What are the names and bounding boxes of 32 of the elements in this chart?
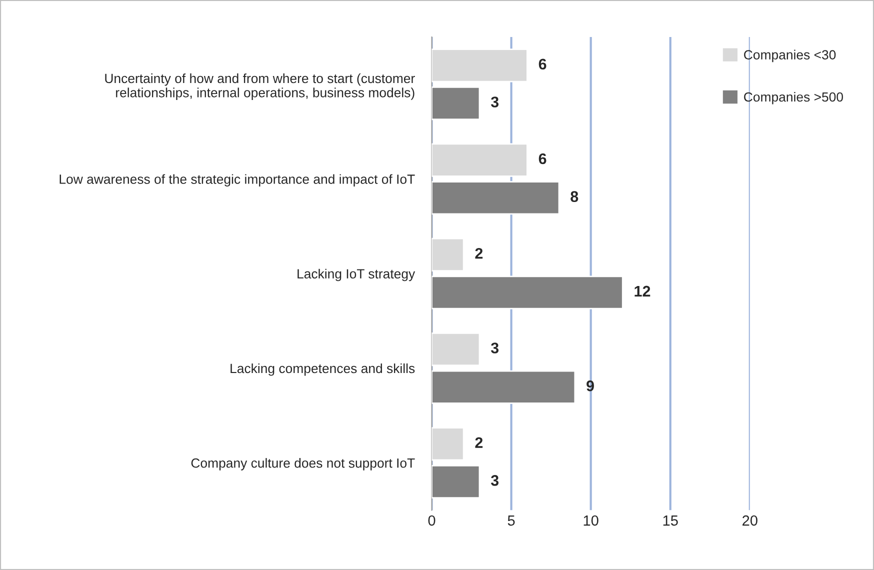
x-tick-label: 20: [742, 515, 758, 526]
y-tick-label: Uncertainty of how and from where to start (customer relationships, internal operations, business models): [105, 73, 415, 100]
bar: [432, 86, 480, 120]
bar: [432, 238, 464, 272]
bar: [432, 427, 464, 461]
bar: [432, 276, 624, 310]
data-label: 12: [634, 286, 650, 296]
x-tick-label: 10: [584, 515, 598, 526]
data-label: 3: [490, 475, 499, 486]
data-label: 3: [490, 342, 499, 354]
legend-label: Companies >500: [744, 92, 843, 104]
y-tick-label: Company culture does not support IoT: [191, 458, 415, 470]
data-label: 2: [475, 248, 483, 259]
y-tick-label: Lacking competences and skills: [230, 363, 415, 376]
bar: [432, 370, 576, 404]
bar: [432, 48, 528, 82]
legend-label: Companies <30: [744, 50, 836, 62]
bar: [432, 332, 480, 366]
data-label: 3: [490, 96, 499, 108]
data-label: 2: [475, 437, 483, 448]
x-tick-label: 5: [508, 516, 515, 526]
data-label: 9: [586, 380, 594, 392]
data-label: 8: [570, 191, 578, 202]
data-label: 6: [538, 153, 546, 164]
x-tick-label: 15: [663, 516, 678, 526]
y-tick-label: Lacking IoT strategy: [298, 268, 416, 282]
bar: [432, 143, 528, 177]
bar: [432, 181, 560, 215]
x-tick-label: 0: [428, 515, 436, 526]
bar: [432, 464, 480, 499]
y-tick-label: Low awareness of the strategic importance and impact of IoT: [60, 174, 415, 186]
data-label: 6: [538, 58, 546, 70]
